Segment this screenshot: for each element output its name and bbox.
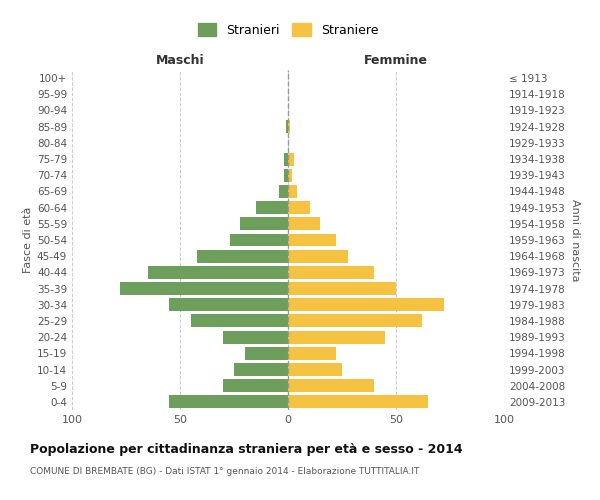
Bar [288, 218, 320, 230]
Text: Popolazione per cittadinanza straniera per età e sesso - 2014: Popolazione per cittadinanza straniera p… [30, 442, 463, 456]
Y-axis label: Fasce di età: Fasce di età [23, 207, 33, 273]
Bar [169, 298, 288, 311]
Bar [197, 250, 288, 262]
Bar [245, 347, 288, 360]
Bar [284, 169, 288, 181]
Bar [288, 234, 335, 246]
Bar [288, 347, 335, 360]
Bar [169, 396, 288, 408]
Y-axis label: Anni di nascita: Anni di nascita [570, 198, 580, 281]
Legend: Stranieri, Straniere: Stranieri, Straniere [193, 18, 383, 42]
Bar [288, 330, 385, 344]
Bar [288, 282, 396, 295]
Bar [223, 330, 288, 344]
Bar [234, 363, 288, 376]
Bar [148, 266, 288, 279]
Bar [256, 201, 288, 214]
Bar [288, 298, 443, 311]
Bar [119, 282, 288, 295]
Bar [288, 363, 342, 376]
Text: COMUNE DI BREMBATE (BG) - Dati ISTAT 1° gennaio 2014 - Elaborazione TUTTITALIA.I: COMUNE DI BREMBATE (BG) - Dati ISTAT 1° … [30, 468, 419, 476]
Bar [241, 218, 288, 230]
Bar [280, 185, 288, 198]
Bar [288, 266, 374, 279]
Bar [191, 314, 288, 328]
Bar [288, 250, 349, 262]
Bar [288, 314, 422, 328]
Bar [288, 185, 296, 198]
Bar [230, 234, 288, 246]
Text: Femmine: Femmine [364, 54, 428, 67]
Bar [288, 379, 374, 392]
Bar [288, 201, 310, 214]
Bar [288, 396, 428, 408]
Bar [223, 379, 288, 392]
Bar [284, 152, 288, 166]
Bar [286, 120, 288, 133]
Bar [288, 169, 292, 181]
Bar [288, 152, 295, 166]
Bar [288, 120, 290, 133]
Text: Maschi: Maschi [155, 54, 205, 67]
